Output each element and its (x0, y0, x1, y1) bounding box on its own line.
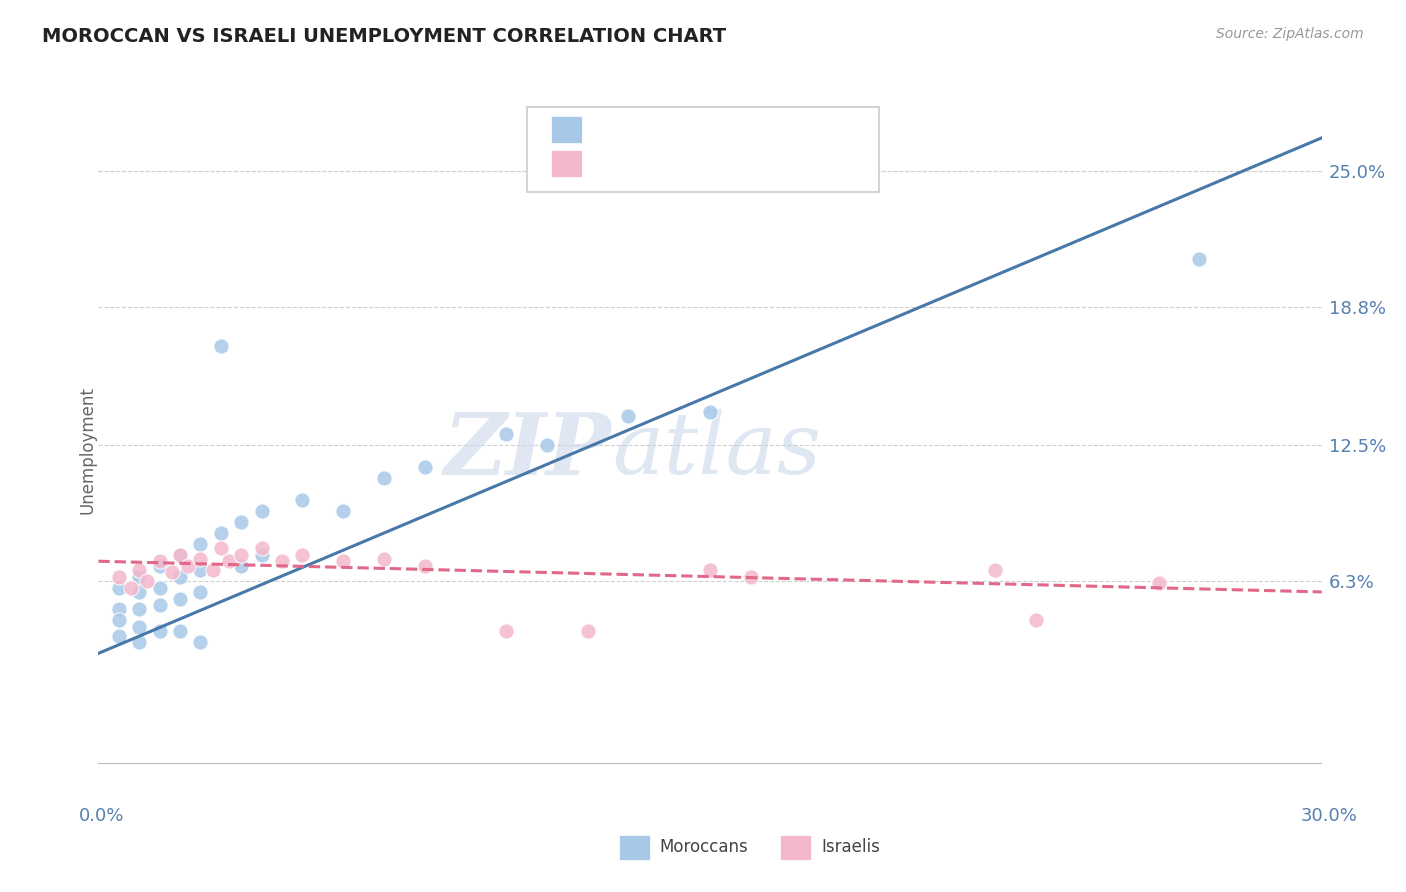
Point (108, 569, 131, 583)
Point (160, 565, 183, 579)
Point (120, 581, 142, 595)
Point (1025, 614, 1047, 628)
Point (188, 635, 212, 649)
Point (617, 409, 640, 424)
Point (149, 558, 172, 573)
Text: atlas: atlas (612, 409, 821, 491)
Point (108, 602, 131, 616)
Text: N = 26: N = 26 (709, 154, 776, 172)
Point (128, 620, 150, 634)
Point (495, 427, 517, 442)
Point (209, 339, 232, 353)
Point (169, 548, 191, 562)
Point (169, 591, 191, 606)
Text: MOROCCAN VS ISRAELI UNEMPLOYMENT CORRELATION CHART: MOROCCAN VS ISRAELI UNEMPLOYMENT CORRELA… (42, 27, 727, 45)
Point (149, 554, 172, 568)
Point (188, 585, 212, 599)
Point (699, 405, 721, 419)
Text: Source: ZipAtlas.com: Source: ZipAtlas.com (1216, 27, 1364, 41)
Point (149, 598, 172, 612)
Point (108, 581, 131, 595)
Text: Israelis: Israelis (821, 838, 880, 856)
Point (373, 471, 395, 485)
Point (291, 548, 314, 562)
Point (332, 504, 354, 518)
Point (250, 541, 273, 555)
Text: Moroccans: Moroccans (659, 838, 748, 856)
Point (201, 563, 224, 577)
Point (576, 624, 599, 639)
Point (250, 548, 273, 562)
Point (270, 554, 294, 568)
Point (169, 624, 191, 639)
Point (149, 581, 172, 595)
Point (984, 563, 1007, 577)
Point (209, 525, 232, 540)
Point (188, 552, 212, 566)
Point (108, 629, 131, 643)
Point (536, 438, 558, 452)
Text: 30.0%: 30.0% (1301, 807, 1357, 825)
Point (108, 614, 131, 628)
Point (291, 492, 314, 507)
Point (136, 574, 159, 588)
Point (699, 563, 721, 577)
Point (231, 548, 253, 562)
Point (218, 554, 240, 568)
Point (188, 537, 212, 551)
Point (332, 554, 354, 568)
Point (169, 548, 191, 562)
Point (128, 569, 150, 583)
Point (177, 558, 200, 573)
Text: R = -0.112: R = -0.112 (593, 154, 699, 172)
Point (1147, 576, 1170, 591)
Point (413, 558, 436, 573)
Point (231, 515, 253, 529)
Point (495, 624, 517, 639)
Text: ZIP: ZIP (444, 409, 612, 492)
Point (231, 558, 253, 573)
Text: N = 36: N = 36 (709, 120, 776, 138)
Point (188, 563, 212, 577)
Point (149, 624, 172, 639)
Point (740, 569, 762, 583)
Point (128, 585, 150, 599)
Text: 0.0%: 0.0% (79, 807, 124, 825)
Point (413, 459, 436, 474)
Y-axis label: Unemployment: Unemployment (79, 386, 96, 515)
Point (128, 635, 150, 649)
Point (1188, 252, 1211, 266)
Point (373, 552, 395, 566)
Point (128, 602, 150, 616)
Point (250, 504, 273, 518)
Text: R =  0.715: R = 0.715 (593, 120, 697, 138)
Point (169, 569, 191, 583)
Point (209, 541, 232, 555)
Point (128, 563, 150, 577)
